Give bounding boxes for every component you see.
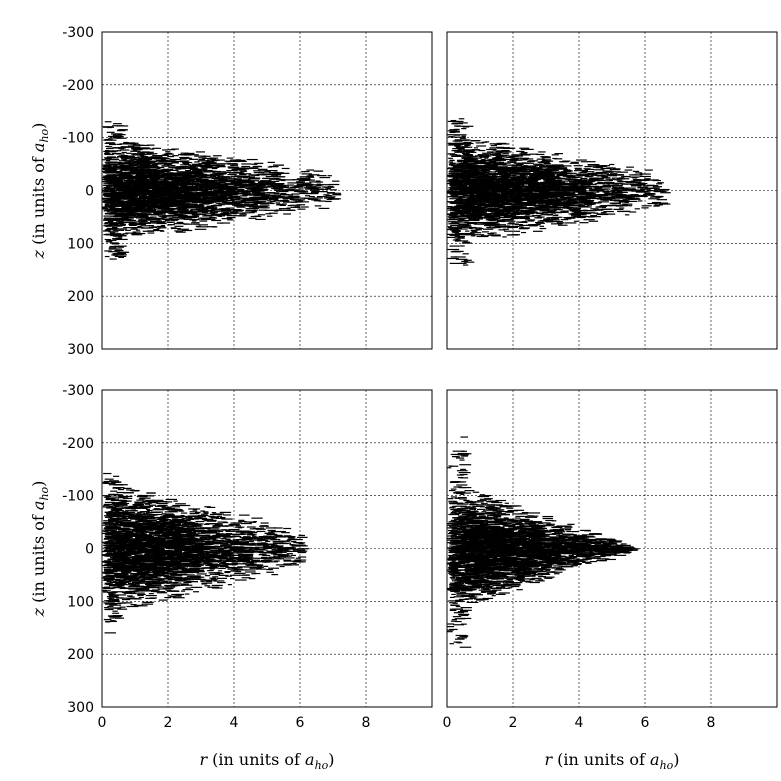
y-tick-label: -300: [62, 25, 94, 41]
panel-top-right: [446, 31, 778, 350]
y-tick-label: -200: [62, 78, 94, 94]
y-tick-label: 0: [85, 184, 94, 200]
axis-label-close: ): [29, 123, 48, 129]
y-axis-label: z (in units of aho): [29, 123, 51, 260]
point-cloud: [102, 121, 342, 260]
axis-label-subscript: ho: [38, 128, 51, 142]
point-cloud: [447, 118, 671, 266]
plot-frame: [101, 31, 433, 350]
y-tick-label: 300: [67, 342, 94, 358]
y-tick-label: 100: [67, 236, 94, 252]
axis-label-variable: z: [29, 249, 48, 259]
axis-label-text: (in units of: [29, 152, 48, 250]
panel-top-left: -300 -200 -100 0 100 200 300 z (in units of aho…: [29, 25, 433, 358]
y-tick-label: -100: [62, 131, 94, 147]
y-tick-label: 200: [67, 289, 94, 305]
axis-label-symbol: a: [29, 143, 48, 153]
